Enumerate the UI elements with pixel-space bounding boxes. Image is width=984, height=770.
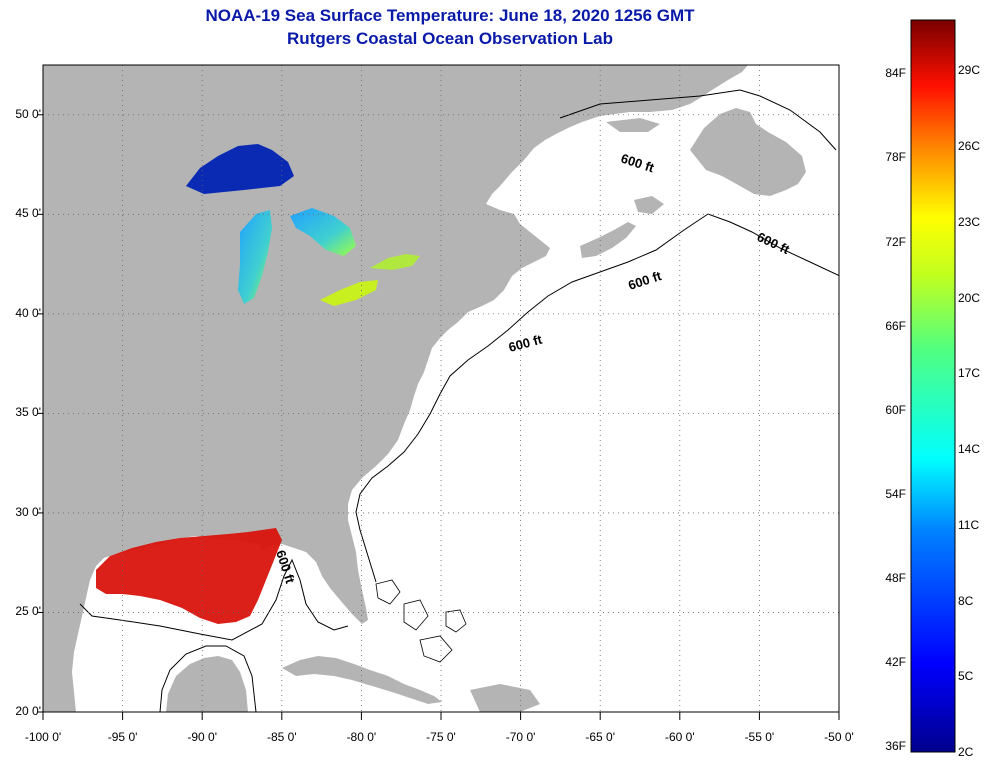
lat-label: 40 0' (15, 305, 41, 320)
lon-label: -90 0' (187, 730, 218, 744)
land-nova-scotia (580, 222, 636, 258)
land-newfoundland (690, 108, 806, 196)
gulf-sst-overlay (96, 528, 282, 624)
colorbar-c-label: 11C (958, 517, 980, 532)
map-title: NOAA-19 Sea Surface Temperature: June 18… (205, 6, 695, 25)
land-yucatan (166, 656, 248, 712)
lon-label: -60 0' (664, 730, 695, 744)
land-north-america (43, 65, 748, 712)
lon-label: -75 0' (426, 730, 456, 744)
colorbar-f-label: 78F (885, 150, 906, 165)
lon-label: -50 0' (824, 730, 854, 744)
colorbar-c-label: 14C (958, 442, 981, 457)
colorbar-c-label: 5C (958, 669, 974, 684)
colorbar-c-label: 26C (958, 139, 981, 154)
isobath-600ft-shelf (559, 89, 837, 151)
colorbar-f-label: 72F (885, 234, 906, 249)
lat-label: 25 0' (15, 604, 41, 619)
colorbar (910, 19, 956, 753)
colorbar-f-label: 54F (885, 486, 906, 501)
land-hispaniola (470, 684, 540, 712)
land-cape-breton (634, 196, 664, 214)
colorbar-f-label: 48F (885, 571, 906, 586)
map-subtitle: Rutgers Coastal Ocean Observation Lab (287, 29, 613, 48)
colorbar-c-label: 8C (958, 593, 974, 608)
land-pei (606, 118, 660, 132)
colorbar-f-label: 84F (885, 66, 906, 81)
lat-label: 35 0' (15, 405, 41, 420)
lake-superior (186, 144, 294, 194)
lat-label: 20 0' (15, 704, 41, 718)
lat-label: 30 0' (15, 504, 41, 519)
colorbar-f-label: 60F (885, 402, 906, 417)
lake-ontario (370, 254, 420, 270)
colorbar-f-label: 66F (885, 318, 906, 333)
colorbar-f-label: 36F (885, 739, 906, 754)
lake-erie (320, 280, 378, 306)
isobath-600ft-atlantic (355, 213, 839, 583)
lon-label: -100 0' (24, 730, 62, 744)
colorbar-c-label: 2C (958, 745, 974, 759)
isobath-600ft-yucatan (159, 645, 257, 712)
lon-label: -95 0' (107, 730, 138, 744)
colorbar-f-label: 42F (885, 655, 906, 670)
lake-huron (290, 208, 356, 256)
colorbar-c-label: 29C (958, 63, 981, 78)
colorbar-c-label: 23C (958, 214, 981, 229)
isobath-600ft-gulf (79, 558, 349, 641)
lon-label: -70 0' (505, 730, 536, 744)
lon-label: -85 0' (266, 730, 297, 744)
colorbar-c-label: 20C (958, 290, 981, 305)
land-bahamas (375, 579, 467, 663)
lake-michigan (238, 210, 272, 304)
lon-label: -80 0' (346, 730, 377, 744)
lon-label: -55 0' (744, 730, 775, 744)
colorbar-c-label: 17C (958, 366, 981, 381)
lon-label: -65 0' (585, 730, 616, 744)
land-cuba (282, 656, 442, 704)
lat-label: 50 0' (15, 106, 41, 121)
lat-label: 45 0' (15, 206, 41, 221)
